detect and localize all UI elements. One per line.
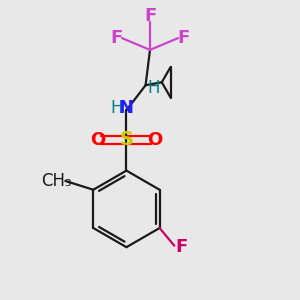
Text: F: F	[178, 29, 190, 47]
Text: F: F	[110, 29, 122, 47]
Text: O: O	[147, 131, 163, 149]
Text: N: N	[118, 99, 134, 117]
Text: CH₃: CH₃	[41, 172, 72, 190]
Text: S: S	[119, 130, 134, 149]
Text: F: F	[144, 7, 156, 25]
Text: O: O	[90, 131, 106, 149]
Text: H: H	[111, 99, 123, 117]
Text: F: F	[176, 238, 188, 256]
Text: H: H	[148, 79, 160, 97]
